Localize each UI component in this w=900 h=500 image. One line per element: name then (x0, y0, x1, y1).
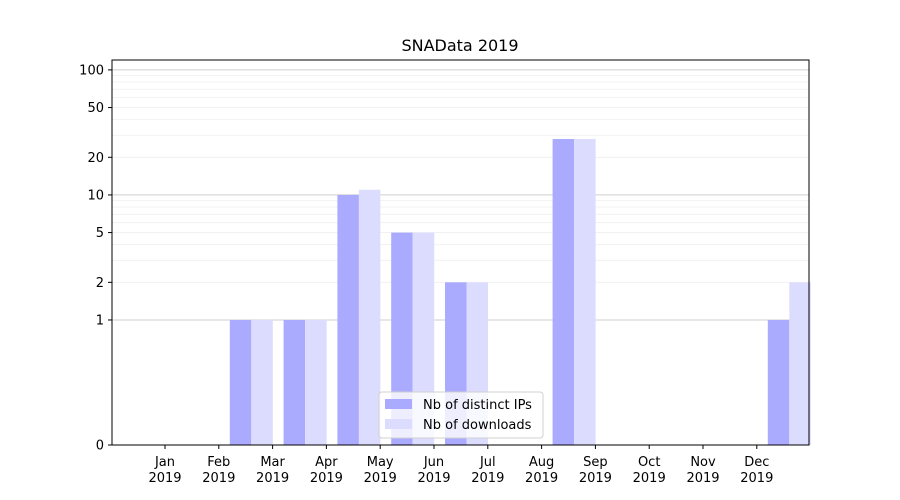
x-tick-label: May 2019 (364, 455, 397, 486)
x-tick-label: Feb 2019 (202, 455, 235, 486)
y-tick-label: 1 (96, 313, 104, 328)
y-tick-label: 5 (96, 226, 104, 241)
y-tick-label: 20 (87, 151, 104, 166)
y-tick-label: 10 (87, 188, 104, 203)
bar-distinct-ips-11 (767, 319, 790, 445)
bar-distinct-ips-1 (229, 319, 252, 445)
x-tick-label: Mar 2019 (256, 455, 289, 486)
bar-downloads-2 (305, 319, 327, 445)
y-tick-label: 100 (79, 63, 104, 78)
x-tick-label: Jan 2019 (148, 455, 181, 486)
plot-frame (111, 59, 810, 446)
legend: Nb of distinct IPs Nb of downloads (378, 391, 544, 439)
x-tick-label: Aug 2019 (525, 455, 558, 486)
y-axis: 0 1 2 5 10 20 50 100 (79, 63, 112, 454)
bar-downloads-7 (574, 139, 596, 445)
legend-label: Nb of downloads (423, 418, 532, 433)
legend-label: Nb of distinct IPs (423, 398, 532, 413)
bar-distinct-ips-3 (337, 194, 359, 445)
bar-downloads-3 (358, 189, 381, 445)
legend-swatch (385, 419, 412, 429)
chart-title: SNAData 2019 (401, 36, 518, 55)
x-tick-label: Jul 2019 (471, 455, 504, 486)
bar-distinct-ips-7 (552, 139, 575, 445)
legend-swatch (385, 399, 412, 409)
x-tick-label: Oct 2019 (633, 455, 666, 486)
x-tick-label: Nov 2019 (686, 455, 719, 486)
y-tick-label: 0 (96, 439, 104, 454)
x-axis: Jan 2019 Feb 2019 Mar 2019 Apr 2019 May 2019 Jun 20… (148, 445, 773, 486)
x-tick-label: Dec 2019 (740, 455, 773, 486)
bar-downloads-11 (789, 282, 811, 445)
x-tick-label: Apr 2019 (310, 455, 343, 486)
y-tick-label: 2 (96, 276, 104, 291)
bar-downloads-1 (251, 319, 273, 445)
x-tick-label: Jun 2019 (417, 455, 450, 486)
legend-box (378, 391, 544, 439)
bar-distinct-ips-2 (283, 319, 306, 445)
y-tick-label: 50 (87, 101, 104, 116)
x-tick-label: Sep 2019 (579, 455, 612, 486)
